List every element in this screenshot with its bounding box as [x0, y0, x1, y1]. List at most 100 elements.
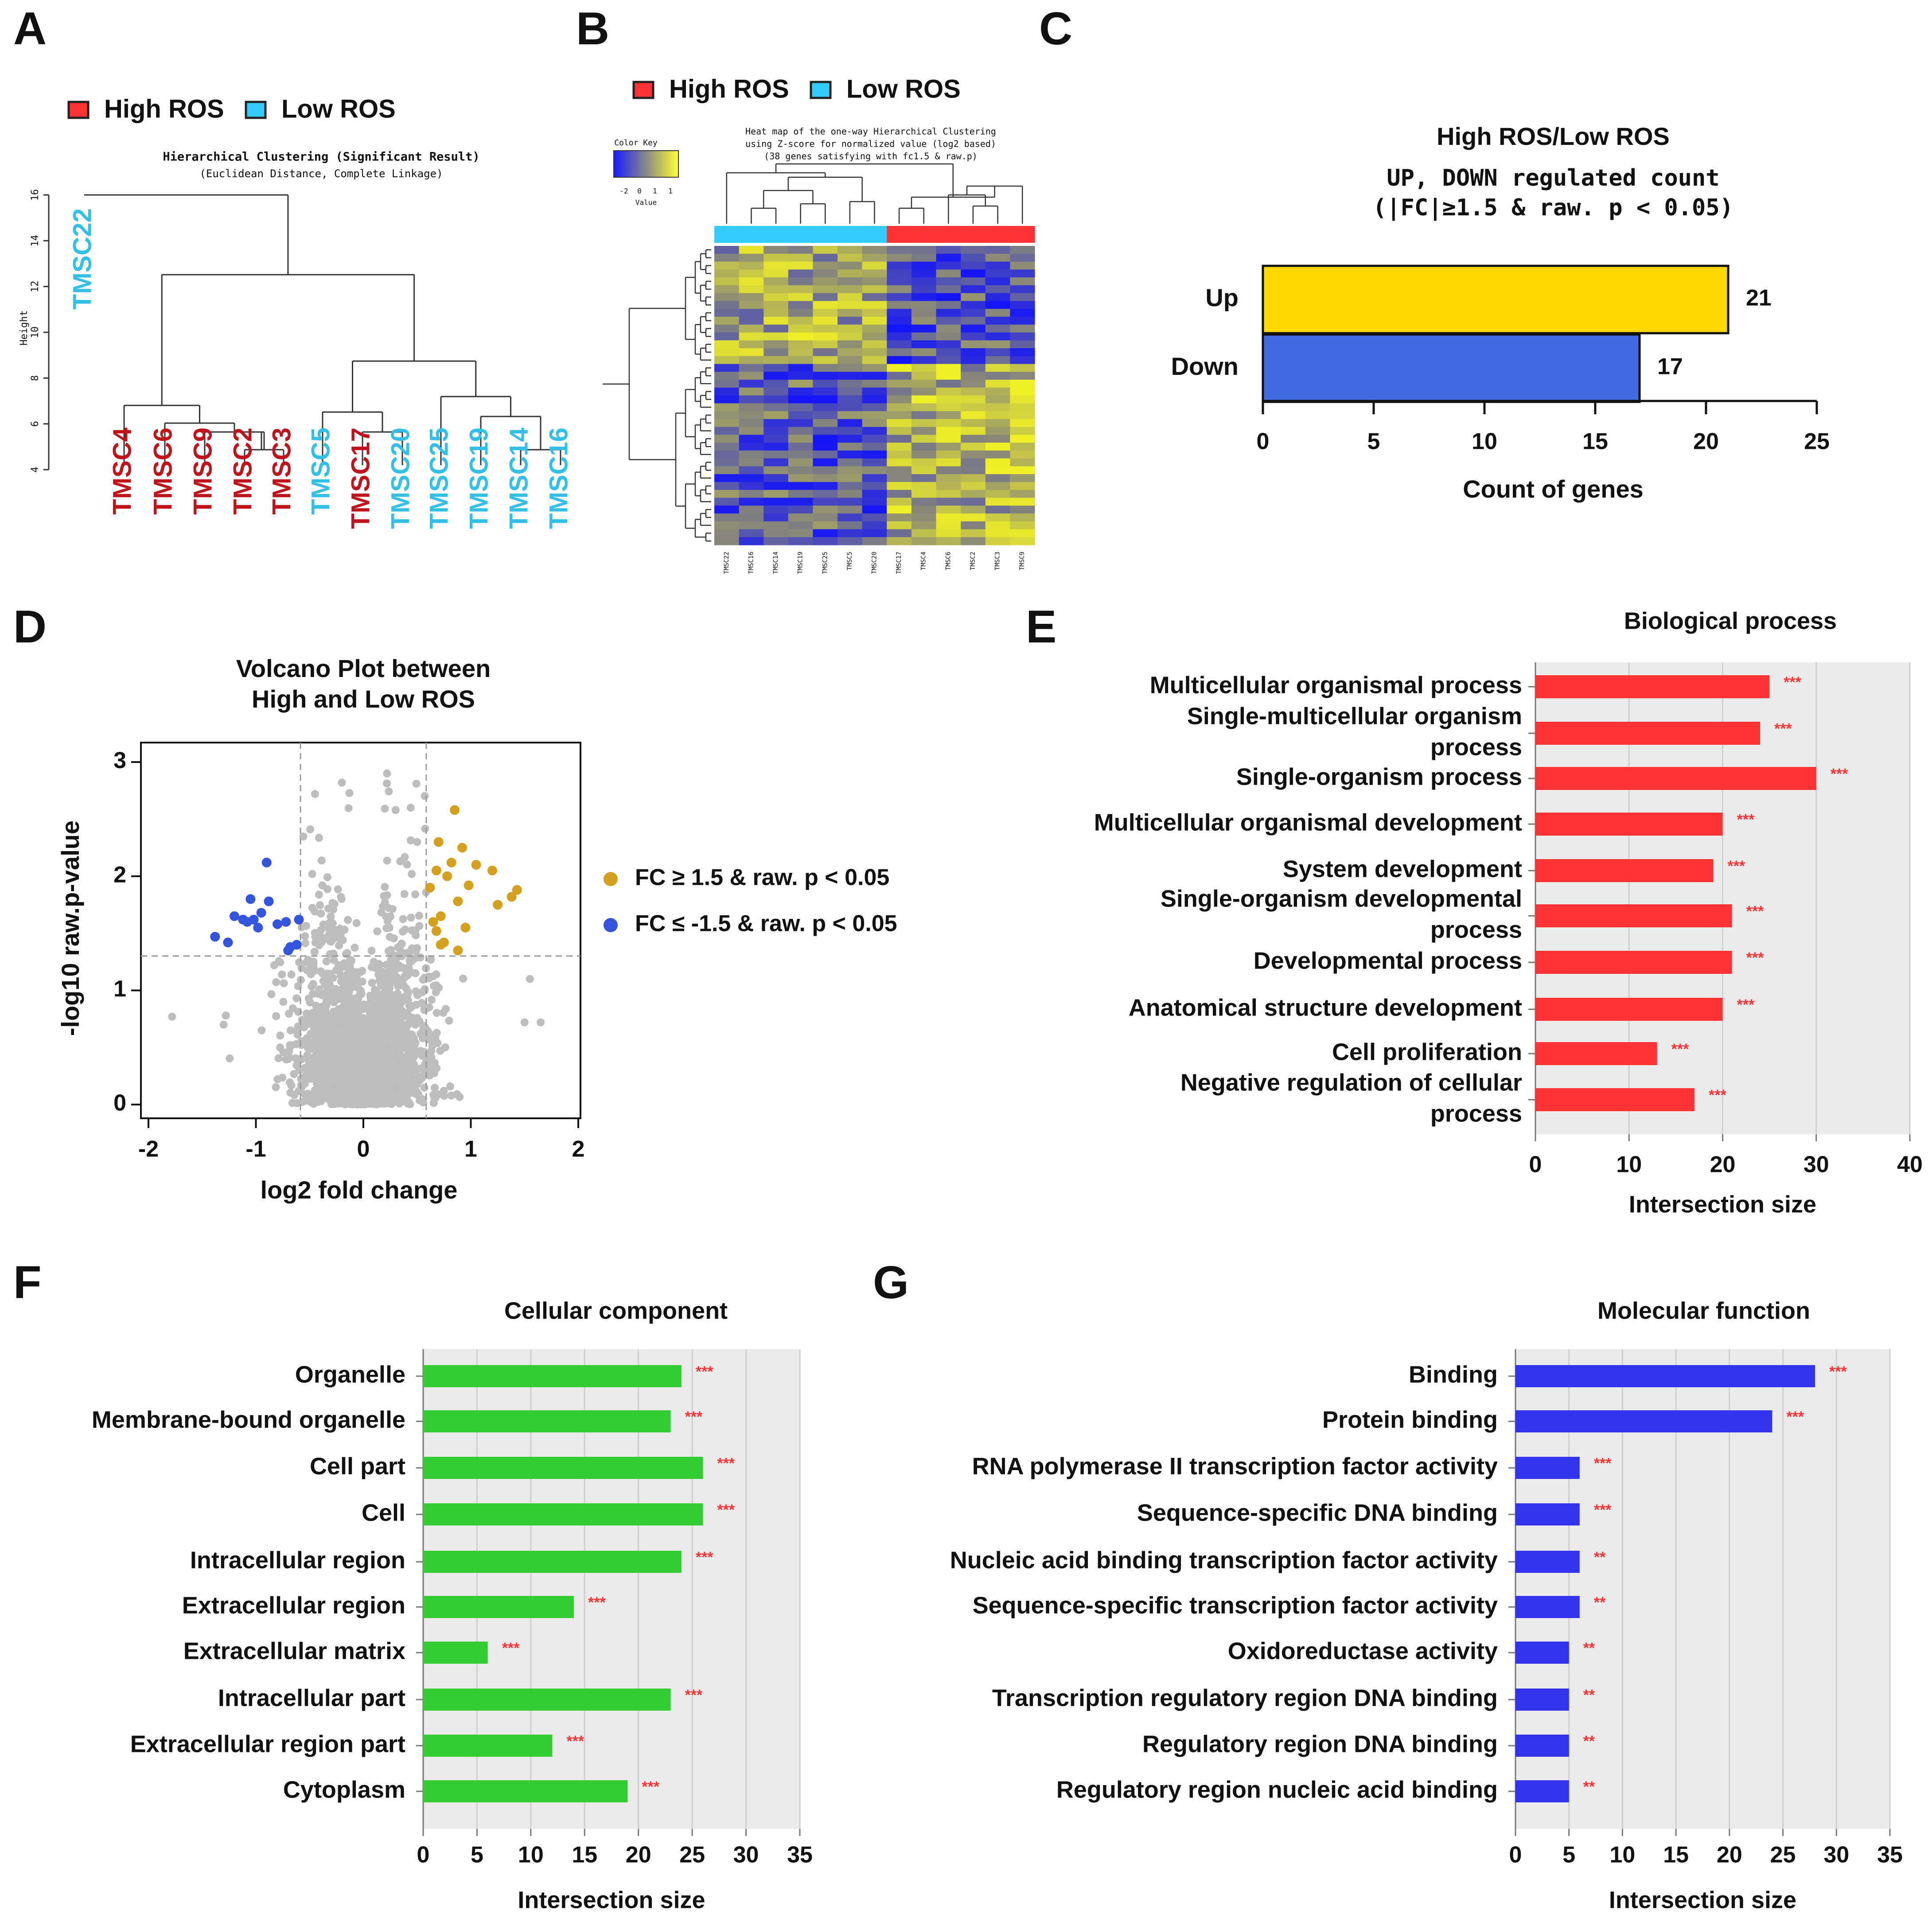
volcano-title-2: High and Low ROS [252, 685, 475, 713]
heatmap-cell [936, 443, 961, 451]
heatmap-cell [714, 269, 740, 278]
category-label: Cytoplasm [283, 1776, 405, 1803]
point-ns [412, 1087, 421, 1095]
heatmap-cell [911, 403, 937, 412]
heatmap-cell [813, 529, 838, 537]
point-ns [344, 1069, 353, 1077]
x-tick-label: -2 [138, 1136, 159, 1162]
heatmap-cell [961, 466, 986, 475]
heatmap-cell [1010, 443, 1035, 451]
significance-marker: *** [1746, 949, 1764, 966]
x-tick-label: 0 [1529, 1152, 1542, 1178]
heatmap-cell [887, 316, 912, 325]
heatmap-col-label: TMSC22 [723, 552, 730, 574]
heatmap-cell [862, 490, 887, 498]
point-ns [278, 970, 286, 979]
heatmap-title-line: (38 genes satisfying with fc1.5 & raw.p) [764, 151, 978, 162]
point-ns [337, 977, 345, 985]
heatmap-cell [961, 277, 986, 286]
group-legend: High ROS Low ROS [632, 74, 961, 103]
heatmap-cell [788, 356, 814, 365]
heatmap-cell [837, 490, 863, 498]
significance-marker: *** [1737, 996, 1755, 1013]
heatmap-cell [961, 513, 986, 522]
x-tick-label: 30 [733, 1842, 759, 1868]
point-ns [340, 960, 349, 969]
x-tick-label: 5 [1367, 429, 1380, 455]
point-ns [347, 1018, 356, 1027]
heatmap-cell [961, 411, 986, 420]
point-ns [358, 1022, 367, 1030]
point-ns [401, 925, 409, 934]
heatmap-cell [763, 521, 789, 530]
heatmap-cell [837, 348, 863, 357]
x-tick-label: 15 [1663, 1842, 1689, 1868]
heatmap-cell [961, 387, 986, 396]
heatmap-cell [985, 435, 1010, 443]
heatmap-cell [936, 427, 961, 435]
category-label: Membrane-bound organelle [92, 1406, 405, 1433]
panel-letter-b: B [576, 3, 609, 54]
bar [1535, 675, 1770, 698]
heatmap-cell [887, 506, 912, 514]
heatmap-cell [961, 537, 986, 545]
column-group-cell [714, 226, 740, 243]
legend-down-marker [604, 918, 618, 932]
point-ns [325, 1095, 333, 1103]
heatmap-cell [961, 340, 986, 349]
heatmap-cell [813, 537, 838, 545]
point-ns [393, 973, 401, 981]
x-tick-label: 35 [1877, 1842, 1903, 1868]
heatmap-cell [985, 498, 1010, 506]
y-axis-label: Height [19, 310, 30, 345]
heatmap-cell [862, 387, 887, 396]
point-ns [306, 825, 315, 833]
y-tick-label: 3 [113, 748, 126, 774]
x-tick-label: 10 [1472, 429, 1497, 455]
x-tick-label: 20 [626, 1842, 651, 1868]
bar [1535, 1042, 1657, 1065]
heatmap-cell [714, 521, 740, 530]
heatmap-cell [936, 246, 961, 254]
category-label: process [1430, 1100, 1522, 1127]
point-ns [272, 1012, 280, 1020]
heatmap-cell [862, 246, 887, 254]
point-ns [445, 1016, 453, 1025]
heatmap-cell [911, 529, 937, 537]
heatmap-cell [837, 301, 863, 309]
heatmap-cell [714, 443, 740, 451]
heatmap-cell [837, 269, 863, 278]
point-ns [379, 1019, 388, 1027]
point-ns [312, 1022, 320, 1030]
heatmap-cell [813, 253, 838, 262]
volcano-chart: Volcano Plot between High and Low ROS -2 -1… [56, 654, 897, 1204]
heatmap-cell [739, 379, 764, 388]
heatmap-cell [788, 269, 814, 278]
heatmap-cell [813, 513, 838, 522]
heatmap-cell [714, 285, 740, 294]
heatmap-cell [936, 490, 961, 498]
point-up [460, 922, 471, 933]
point-down [292, 940, 302, 950]
heatmap-cell [714, 277, 740, 286]
panel-letter-g: G [873, 1257, 909, 1308]
point-ns [276, 1031, 284, 1040]
significance-marker: *** [1831, 766, 1848, 782]
heatmap-cell [813, 332, 838, 341]
category-label: Intracellular part [218, 1685, 405, 1711]
x-tick-label: 30 [1823, 1842, 1849, 1868]
heatmap-cell [961, 490, 986, 498]
category-label: Single-organism process [1236, 763, 1522, 790]
point-ns [407, 913, 415, 922]
x-axis-label: Count of genes [1463, 475, 1644, 503]
heatmap-cell [788, 490, 814, 498]
heatmap-cell [985, 458, 1010, 467]
heatmap-cell [887, 450, 912, 459]
heatmap-cell [961, 506, 986, 514]
heatmap-cell [813, 379, 838, 388]
point-ns [316, 1070, 324, 1078]
point-ns [318, 969, 327, 978]
heatmap-cell [887, 458, 912, 467]
heatmap-cell [961, 458, 986, 467]
